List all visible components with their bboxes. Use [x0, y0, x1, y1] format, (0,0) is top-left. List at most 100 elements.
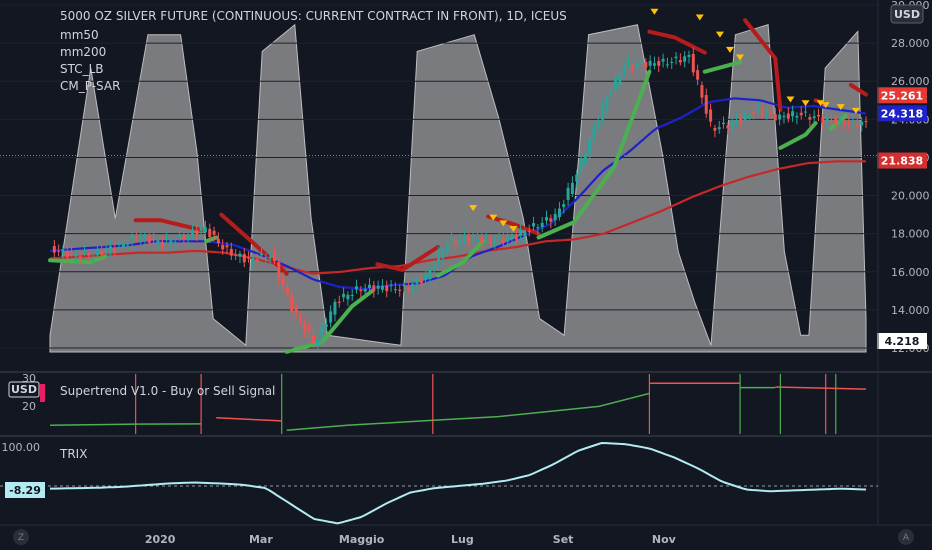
candle-body [134, 237, 138, 239]
candle-body [126, 244, 130, 246]
candle-body [553, 213, 557, 221]
candle-body [566, 187, 570, 200]
candle-body [562, 204, 566, 208]
candle-body [225, 245, 229, 248]
indicator-mm50[interactable]: mm50 [60, 28, 99, 42]
trix-value-badge [5, 482, 45, 498]
currency-badge[interactable] [890, 4, 924, 24]
candle-body [199, 227, 203, 231]
mm200-value: 21.838 [881, 155, 923, 168]
candle-body [734, 120, 738, 124]
candle-body [739, 118, 743, 123]
supertrend-pane[interactable]: Supertrend V1.0 - Buy or Sell Signal 30 … [8, 372, 867, 434]
candle-body [821, 117, 825, 124]
candle-body [83, 251, 87, 253]
candle-body [709, 109, 713, 122]
psar-segment [778, 121, 818, 150]
candle-body [380, 285, 384, 290]
supertrend-marker [40, 384, 45, 402]
candle-body [609, 93, 613, 97]
candle-body [454, 240, 458, 245]
trix-value: -8.29 [9, 484, 41, 497]
candle-body [506, 237, 510, 242]
candle-body [756, 106, 760, 109]
candle-body [324, 324, 328, 327]
price-axis-bg [877, 0, 932, 370]
timezone-button[interactable] [13, 529, 29, 545]
psar-segment [647, 29, 707, 55]
candle-body [337, 301, 341, 303]
candle-body [419, 278, 423, 284]
candle-body [730, 121, 734, 128]
candle-body [65, 250, 69, 258]
signal-arrow [509, 226, 518, 233]
indicator-psar[interactable]: CM_P-SAR [60, 79, 120, 93]
signal-arrow [801, 100, 810, 107]
candle-body [786, 113, 790, 119]
candle-body [450, 238, 454, 241]
supertrend-line [49, 374, 867, 434]
psar-segment [702, 60, 743, 74]
candle-body [743, 112, 747, 120]
candle-body [579, 158, 583, 170]
candle-body [825, 117, 829, 123]
price-tick-label: 14.000 [891, 304, 930, 317]
candle-body [303, 322, 307, 332]
indicator-stc[interactable]: STC_LB [60, 62, 104, 76]
signal-arrow [851, 107, 860, 114]
candle-body [372, 285, 376, 292]
candle-body [713, 127, 717, 131]
candle-body [596, 121, 600, 127]
candle-body [238, 253, 242, 257]
price-axis[interactable]: 30.00028.00026.00024.00022.00020.00018.0… [877, 0, 932, 370]
candle-body [91, 256, 95, 258]
last-price-badge-bg [877, 87, 927, 104]
candle-body [700, 85, 704, 98]
candle-body [294, 306, 298, 313]
signal-arrow [786, 96, 795, 103]
main-price-pane[interactable] [0, 4, 877, 354]
candle-body [782, 115, 786, 118]
candle-body [165, 238, 169, 240]
candle-body [644, 61, 648, 68]
indicator-mm200[interactable]: mm200 [60, 45, 106, 59]
candle-body [281, 277, 285, 286]
psar-segment [743, 18, 783, 112]
candle-body [648, 60, 652, 66]
candle-body [424, 274, 428, 281]
candle-body [614, 77, 618, 90]
candle-body [652, 63, 656, 66]
supertrend-currency-badge[interactable] [8, 381, 40, 398]
candle-body [359, 289, 363, 292]
price-tick-label: 28.000 [891, 37, 930, 50]
candle-body [618, 74, 622, 85]
candle-body [514, 234, 518, 240]
auto-scale-button[interactable] [898, 529, 914, 545]
psar-segment [486, 214, 541, 236]
candle-body [583, 154, 587, 164]
auto-scale-icon: A [903, 533, 910, 543]
trix-pane[interactable]: TRIX 100.00 -8.29 [0, 441, 878, 525]
date-label: Maggio [339, 533, 385, 546]
candle-body [842, 125, 846, 127]
candle-body [462, 236, 466, 241]
candle-body [190, 229, 194, 237]
candle-body [622, 67, 626, 74]
candle-body [268, 256, 272, 259]
signal-arrow [816, 100, 825, 107]
candle-body [130, 235, 134, 239]
candle-body [156, 240, 160, 244]
candle-body [795, 115, 799, 118]
signal-arrow [695, 14, 704, 21]
candle-body [411, 283, 415, 289]
candle-body [70, 251, 74, 253]
date-axis[interactable]: 2020 Mar Maggio Lug Set Nov Z A [0, 524, 932, 546]
candle-body [808, 117, 812, 120]
candle-body [139, 237, 143, 240]
supertrend-label: Supertrend V1.0 - Buy or Sell Signal [60, 384, 275, 398]
candle-body [631, 66, 635, 69]
candle-body [812, 116, 816, 119]
mm50-value: 24.318 [881, 107, 923, 120]
candle-body [311, 335, 315, 345]
